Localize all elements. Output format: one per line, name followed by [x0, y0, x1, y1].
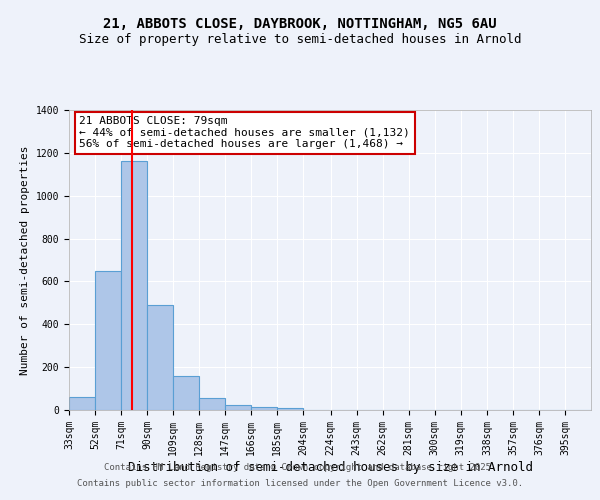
Bar	[69, 397, 95, 410]
Bar	[251, 407, 277, 410]
Text: 21 ABBOTS CLOSE: 79sqm
← 44% of semi-detached houses are smaller (1,132)
56% of : 21 ABBOTS CLOSE: 79sqm ← 44% of semi-det…	[79, 116, 410, 149]
Bar	[277, 408, 303, 410]
Bar	[121, 162, 147, 410]
Bar	[225, 404, 251, 410]
X-axis label: Distribution of semi-detached houses by size in Arnold: Distribution of semi-detached houses by …	[128, 460, 533, 473]
Text: Size of property relative to semi-detached houses in Arnold: Size of property relative to semi-detach…	[79, 32, 521, 46]
Bar	[199, 398, 225, 410]
Bar	[95, 270, 121, 410]
Bar	[147, 305, 173, 410]
Text: Contains public sector information licensed under the Open Government Licence v3: Contains public sector information licen…	[77, 478, 523, 488]
Y-axis label: Number of semi-detached properties: Number of semi-detached properties	[20, 145, 30, 375]
Text: 21, ABBOTS CLOSE, DAYBROOK, NOTTINGHAM, NG5 6AU: 21, ABBOTS CLOSE, DAYBROOK, NOTTINGHAM, …	[103, 18, 497, 32]
Text: Contains HM Land Registry data © Crown copyright and database right 2025.: Contains HM Land Registry data © Crown c…	[104, 464, 496, 472]
Bar	[173, 376, 199, 410]
